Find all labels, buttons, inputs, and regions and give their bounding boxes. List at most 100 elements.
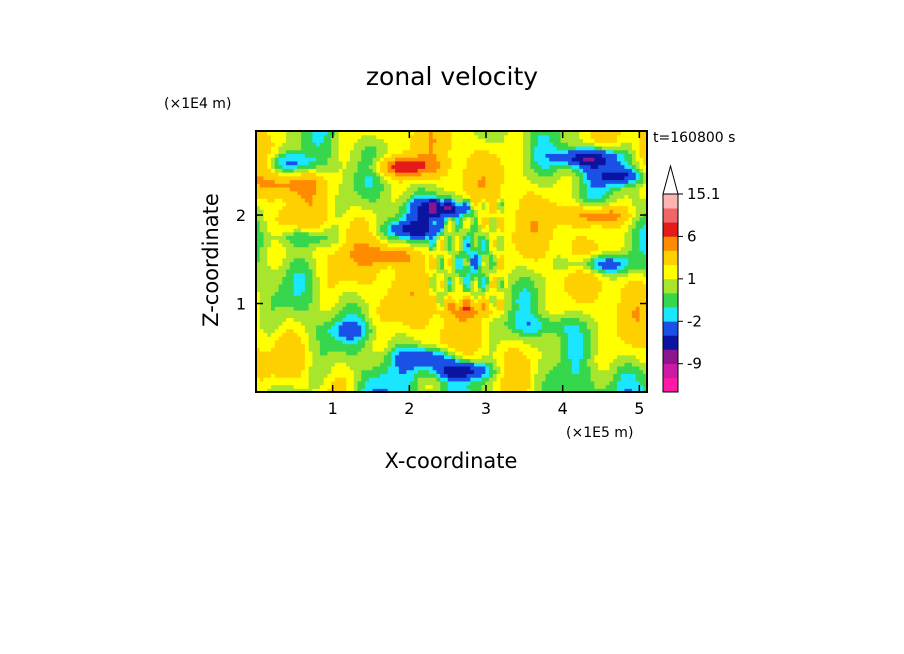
field-cell (421, 291, 426, 296)
field-cell (545, 213, 550, 218)
field-cell (507, 213, 513, 218)
field-cell (402, 336, 407, 341)
field-cell (477, 268, 483, 274)
field-cell (297, 343, 302, 348)
field-cell (357, 227, 362, 233)
field-cell (496, 220, 501, 225)
field-cell (331, 239, 336, 244)
field-cell (575, 242, 580, 248)
field-cell (466, 350, 471, 356)
field-cell (421, 257, 426, 263)
field-cell (357, 362, 362, 367)
field-cell (541, 239, 547, 244)
field-cell (372, 254, 377, 259)
field-cell (267, 328, 272, 333)
field-cell (545, 321, 550, 326)
field-cell (586, 324, 592, 330)
field-cell (451, 377, 456, 382)
field-cell (353, 332, 359, 337)
field-cell (455, 350, 460, 356)
field-cell (447, 328, 453, 333)
field-cell (489, 343, 494, 348)
field-cell (432, 291, 438, 296)
field-cell (530, 336, 535, 341)
field-cell (365, 272, 370, 278)
field-cell (556, 388, 562, 392)
field-cell (259, 298, 265, 304)
field-cell (308, 309, 313, 315)
field-cell (537, 380, 543, 386)
field-cell (267, 362, 272, 367)
field-cell (372, 324, 377, 330)
field-cell (391, 365, 396, 371)
field-cell (635, 250, 641, 255)
field-cell (256, 350, 261, 356)
field-cell (256, 339, 261, 345)
field-cell (312, 328, 317, 333)
field-cell (568, 365, 573, 371)
field-cell (541, 336, 547, 341)
field-cell (282, 261, 287, 266)
field-cell (391, 362, 396, 367)
field-cell (598, 343, 603, 348)
field-cell (312, 242, 317, 248)
field-cell (421, 235, 426, 240)
field-cell (297, 272, 302, 278)
field-cell (342, 328, 347, 333)
field-cell (406, 298, 411, 304)
field-cell (474, 280, 479, 285)
field-cell (530, 339, 535, 345)
field-cell (267, 324, 272, 330)
field-cell (590, 373, 595, 378)
field-cell (545, 309, 550, 315)
field-cell (601, 354, 607, 360)
field-cell (338, 317, 344, 322)
field-cell (387, 250, 392, 255)
field-cell (459, 220, 464, 225)
field-cell (387, 216, 392, 222)
field-cell (504, 239, 509, 244)
field-cell (530, 377, 535, 382)
field-cell (492, 339, 498, 345)
field-cell (519, 365, 524, 371)
field-cell (380, 295, 385, 300)
field-cell (553, 239, 558, 244)
field-cell (349, 261, 355, 266)
field-cell (541, 365, 547, 371)
field-cell (271, 239, 276, 244)
field-cell (342, 261, 347, 266)
field-cell (406, 380, 411, 386)
field-cell (459, 317, 464, 322)
field-cell (586, 261, 592, 266)
field-cell (440, 306, 445, 311)
field-cell (383, 242, 389, 248)
field-cell (594, 242, 599, 248)
field-cell (391, 377, 396, 382)
field-cell (436, 268, 441, 274)
field-cell (421, 317, 426, 322)
field-cell (556, 309, 562, 315)
field-cell (485, 369, 490, 374)
field-cell (586, 343, 592, 348)
field-cell (635, 373, 641, 378)
field-cell (304, 373, 310, 378)
field-cell (353, 321, 359, 326)
field-cell (361, 324, 366, 330)
field-cell (383, 336, 389, 341)
field-cell (462, 242, 468, 248)
field-cell (620, 328, 626, 333)
field-cell (492, 302, 498, 307)
field-cell (410, 347, 415, 352)
field-cell (346, 306, 351, 311)
field-cell (372, 309, 377, 315)
field-cell (481, 354, 486, 360)
field-cell (353, 246, 359, 251)
field-cell (417, 380, 423, 386)
field-cell (316, 380, 321, 386)
field-cell (522, 239, 528, 244)
field-cell (590, 328, 595, 333)
field-cell (267, 227, 272, 233)
field-cell (500, 250, 505, 255)
field-cell (267, 257, 272, 263)
field-cell (616, 321, 622, 326)
